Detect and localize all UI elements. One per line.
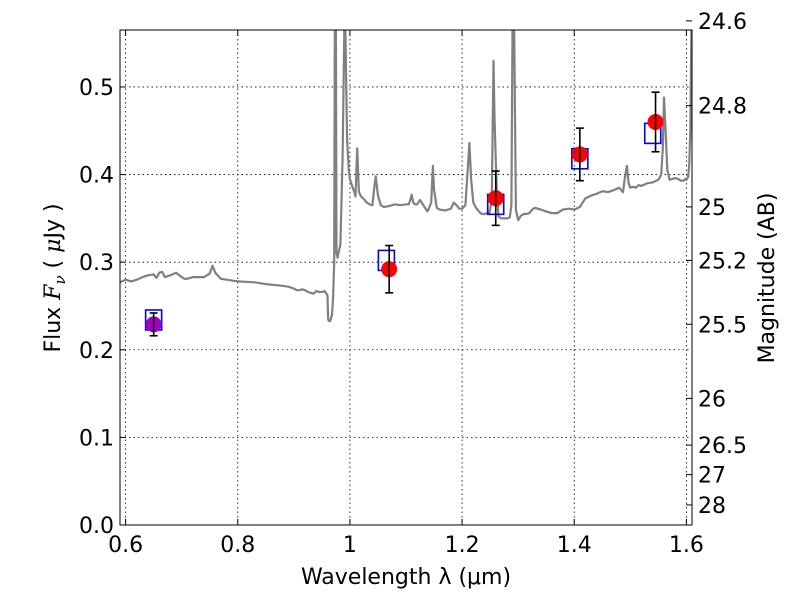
- x-tick-label: 0.8: [220, 533, 255, 558]
- right-tick-label: 26: [698, 387, 726, 412]
- right-axis-label: Magnitude (AB): [755, 193, 780, 364]
- axes: 0.6 0.8 1 1.2 1.4 1.6 0.0 0.1 0.2 0.3 0.4 0.5 24.6 24…: [79, 10, 747, 558]
- x-tick-label: 1.4: [557, 533, 592, 558]
- y-axis-label-prefix: Flux: [41, 300, 66, 353]
- right-tick-label: 28: [698, 494, 726, 519]
- plot-area: [120, 30, 692, 337]
- right-tick-label: 24.6: [698, 10, 747, 35]
- grid-lines: [120, 30, 692, 525]
- x-tick-label: 1: [343, 533, 357, 558]
- x-tick-label: 1.6: [669, 533, 704, 558]
- x-tick-label: 0.6: [108, 533, 143, 558]
- y-tick-label: 0.1: [79, 426, 114, 451]
- right-tick-label: 24.8: [698, 95, 747, 120]
- right-tick-label: 25.2: [698, 249, 747, 274]
- model-spectrum-line: [120, 30, 692, 322]
- right-tick-label: 25: [698, 196, 726, 221]
- y-axis-label-unit-rest: Jy ): [41, 203, 66, 240]
- right-tick-label: 27: [698, 464, 726, 489]
- plot-frame: [119, 29, 693, 526]
- y-tick-label: 0.2: [79, 339, 114, 364]
- right-tick-label: 25.5: [698, 313, 747, 338]
- y-tick-label: 0.3: [79, 251, 114, 276]
- y-axis-label: Flux Fν ( μJy ): [41, 203, 69, 352]
- y-tick-label: 0.5: [79, 76, 114, 101]
- y-axis-label-unit-mu: μ: [41, 239, 66, 253]
- x-tick-label: 1.2: [445, 533, 480, 558]
- y-axis-label-subscript: ν: [51, 275, 69, 284]
- x-axis-label: Wavelength λ (μm): [301, 565, 511, 590]
- right-tick-label: 26.5: [698, 434, 747, 459]
- y-tick-label: 0.4: [79, 164, 114, 189]
- y-tick-label: 0.0: [79, 514, 114, 539]
- y-axis-label-unit-open: (: [41, 253, 66, 276]
- y-axis-label-symbol: F: [41, 284, 66, 301]
